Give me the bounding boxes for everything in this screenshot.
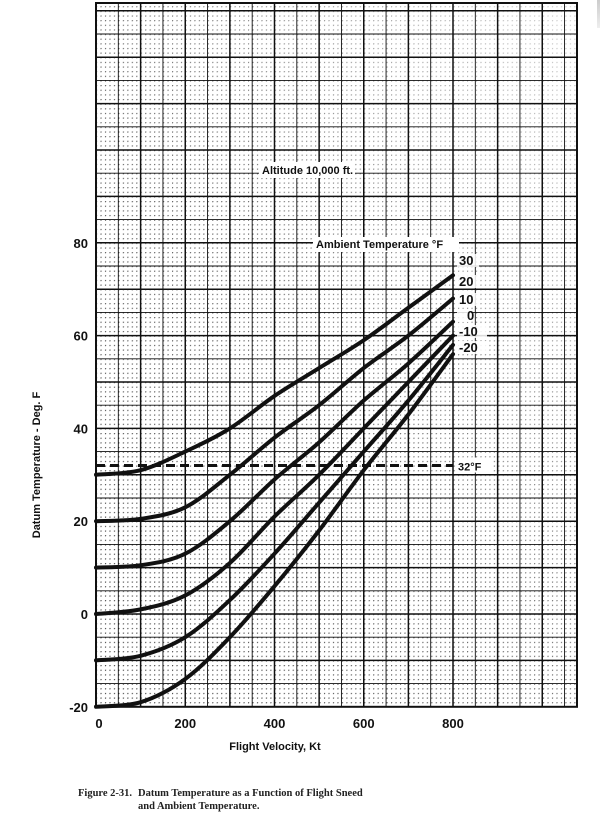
grid-fade xyxy=(96,3,577,707)
series-label-bg xyxy=(457,341,487,354)
y-tick-label: 40 xyxy=(74,421,88,436)
series-end-label: 10 xyxy=(459,292,473,307)
major-grid xyxy=(95,3,577,708)
series-label-bg xyxy=(457,309,471,322)
reference-label-bg xyxy=(456,457,492,473)
caption-line-1: Datum Temperature as a Function of Fligh… xyxy=(138,788,363,799)
y-tick-label: 80 xyxy=(74,236,88,251)
series-label-bg xyxy=(457,275,479,288)
plot-area: 32°F 30 20 100-10-20 Ambient Temperature °F A… xyxy=(94,2,578,709)
x-axis-title: Flight Velocity, Kt xyxy=(229,741,321,753)
series-end-label: 0 xyxy=(467,308,474,323)
reference-line-label: 32°F xyxy=(458,462,482,474)
x-tick-label: 800 xyxy=(442,716,464,731)
series-end-label: 20 xyxy=(459,274,473,289)
series-end-label: -10 xyxy=(459,324,478,339)
legend-title-bg xyxy=(313,237,459,252)
plot-frame xyxy=(95,2,578,708)
x-tick-label: 400 xyxy=(264,716,286,731)
x-tick-label: 0 xyxy=(95,716,102,731)
y-tick-label: 20 xyxy=(74,514,88,529)
x-tick-label: 200 xyxy=(174,716,196,731)
altitude-annotation: Altitude 10,000 ft. xyxy=(262,165,353,177)
figure-caption: Figure 2-31. Datum Temperature as a Funct… xyxy=(78,787,363,813)
series-line--10 xyxy=(94,342,455,663)
y-tick-label: -20 xyxy=(69,700,88,715)
series-line-20 xyxy=(94,296,455,524)
series-line-30 xyxy=(94,273,455,477)
x-axis-tick-labels: 0 200 400 600 800 xyxy=(95,716,463,731)
x-tick-label: 600 xyxy=(353,716,375,731)
figure-number: Figure 2-31. xyxy=(78,788,133,799)
series-line-10 xyxy=(94,319,455,570)
altitude-annotation-bg xyxy=(259,162,355,178)
series-end-label: 30 xyxy=(459,253,473,268)
series-curves xyxy=(94,273,455,709)
caption-line-2: and Ambient Temperature. xyxy=(138,801,260,812)
y-tick-label: 0 xyxy=(81,607,88,622)
y-axis-title: Datum Temperature - Deg. F xyxy=(31,391,43,538)
series-label-bg xyxy=(457,293,479,306)
legend-title: Ambient Temperature °F xyxy=(316,239,443,251)
series-label-bg xyxy=(457,254,479,267)
series-end-label: -20 xyxy=(459,340,478,355)
y-tick-label: 60 xyxy=(74,329,88,344)
series-line--20 xyxy=(94,352,455,709)
y-axis-tick-labels: -20 0 20 40 60 80 xyxy=(69,236,88,715)
page-edge-mark xyxy=(597,0,600,28)
series-label-bg xyxy=(457,325,487,338)
series-line-0 xyxy=(94,333,455,616)
